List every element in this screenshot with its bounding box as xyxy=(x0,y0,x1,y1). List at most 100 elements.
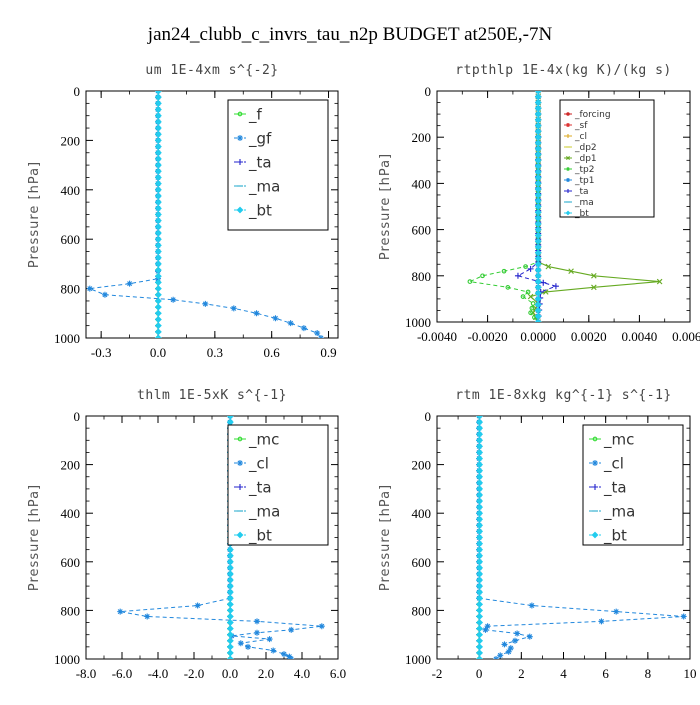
y-tick-label: 1000 xyxy=(405,652,431,667)
series-point-gf xyxy=(126,280,133,287)
series-point-tp2 xyxy=(528,310,533,316)
series-point-bt xyxy=(226,649,234,657)
series-point-cl xyxy=(613,608,620,615)
x-tick-label: -8.0 xyxy=(76,666,97,681)
series-point-gf xyxy=(230,305,237,312)
series-point-cl-shape xyxy=(245,643,251,650)
legend-label: _sf xyxy=(574,121,588,131)
series-point-cl-shape xyxy=(526,633,533,640)
legend-label: _ta xyxy=(248,478,272,497)
series-point-tp2 xyxy=(505,285,511,290)
series-point-cl xyxy=(237,640,244,647)
series-point-bt xyxy=(476,600,484,608)
series-point-gf xyxy=(314,330,321,337)
series-point-bt-shape xyxy=(476,600,484,608)
x-tick-label: 10 xyxy=(684,666,697,681)
series-point-cl xyxy=(514,630,521,637)
y-axis-label: Pressure [hPa] xyxy=(27,484,42,591)
series-point-cl xyxy=(144,613,151,620)
y-tick-label: 200 xyxy=(412,458,432,473)
y-tick-label: 0 xyxy=(425,84,432,99)
panel-title: um 1E-4xm s^{-2} xyxy=(145,63,278,78)
legend-label: _cl xyxy=(603,454,624,473)
y-tick-label: 400 xyxy=(61,183,81,198)
series-point-bt-shape xyxy=(476,649,484,657)
y-tick-label: 0 xyxy=(74,84,81,99)
series-point-tp2-shape xyxy=(520,294,526,299)
legend-label: _bt xyxy=(248,526,272,545)
legend-marker-shape xyxy=(237,436,243,442)
series-point-tp2 xyxy=(529,305,535,311)
series-point-bt-shape xyxy=(154,309,162,317)
series-point-bt xyxy=(476,643,484,651)
series-point-ta-shape xyxy=(552,283,559,290)
series-point-gf xyxy=(86,285,93,292)
legend-marker xyxy=(237,484,243,490)
legend-marker-shape xyxy=(566,189,570,193)
series-point-bt-shape xyxy=(154,303,162,311)
series-point-cl xyxy=(318,623,325,630)
y-tick-label: 600 xyxy=(61,232,81,247)
series-point-tp2 xyxy=(480,273,485,279)
series-point-cl-shape xyxy=(507,645,514,652)
series-point-bt xyxy=(476,606,484,614)
series-point-cl-shape xyxy=(254,618,260,625)
series-point-cl-shape xyxy=(288,656,295,659)
series-point-bt xyxy=(476,631,484,639)
panel-2: rtpthlp 1E-4x(kg K)/(kg s) Pressure [hPa]… xyxy=(378,63,700,344)
series-point-cl xyxy=(680,613,687,620)
y-axis-label: Pressure [hPa] xyxy=(27,161,42,268)
legend-label: _ta xyxy=(248,153,272,172)
y-axis-label: Pressure [hPa] xyxy=(378,153,393,260)
series-point-tp2 xyxy=(501,268,507,274)
series-point-bt xyxy=(154,328,162,336)
x-tick-label: 0.6 xyxy=(264,345,281,360)
legend: _mc _cl _ta _ma _bt xyxy=(227,424,329,546)
legend-marker-shape xyxy=(237,159,243,165)
legend-box xyxy=(582,424,684,546)
series-point-cl-shape xyxy=(493,656,500,659)
series-point-cl-shape xyxy=(514,630,521,637)
legend-box xyxy=(227,424,329,546)
series-point-dp1 xyxy=(568,268,574,274)
series-point-bt xyxy=(154,266,162,274)
legend-marker-shape xyxy=(592,484,598,490)
legend: _f _gf _ta _ma _bt xyxy=(227,99,329,231)
legend-marker xyxy=(566,123,570,127)
series-point-gf-shape xyxy=(230,305,237,312)
series-point-cl xyxy=(497,652,504,659)
legend-label: _ma xyxy=(248,502,280,521)
legend-label: _bt xyxy=(248,201,272,220)
series-point-tp2-shape xyxy=(523,264,528,269)
series-point-bt-shape xyxy=(154,316,162,323)
y-tick-label: 800 xyxy=(61,282,81,297)
series-point-bt-shape xyxy=(476,655,484,659)
series-point-cl-shape xyxy=(528,602,535,609)
y-tick-label: 200 xyxy=(412,130,432,145)
series-group xyxy=(467,91,663,322)
legend-marker xyxy=(237,111,243,117)
legend-marker xyxy=(237,159,243,165)
series-point-dp1-shape xyxy=(591,273,597,279)
y-tick-label: 600 xyxy=(412,223,432,238)
x-tick-label: 0.0000 xyxy=(520,329,556,344)
series-point-bt-shape xyxy=(154,266,162,274)
series-point-bt xyxy=(226,613,234,620)
series-point-bt-shape xyxy=(226,625,234,633)
legend-marker-shape xyxy=(565,210,571,216)
series-point-tp2-shape xyxy=(525,289,531,295)
series-group xyxy=(86,91,324,338)
series-point-bt xyxy=(476,637,484,645)
series-point-cl-shape xyxy=(286,653,293,659)
series-point-bt-shape xyxy=(476,637,484,645)
panel-title: rtpthlp 1E-4x(kg K)/(kg s) xyxy=(455,63,672,78)
series-point-cl-shape xyxy=(194,602,201,609)
series-point-cl-shape xyxy=(237,640,244,647)
series-point-cl xyxy=(512,637,519,644)
series-point-bt xyxy=(226,625,234,633)
series-point-cl xyxy=(245,643,251,650)
series-point-gf-shape xyxy=(126,280,133,287)
